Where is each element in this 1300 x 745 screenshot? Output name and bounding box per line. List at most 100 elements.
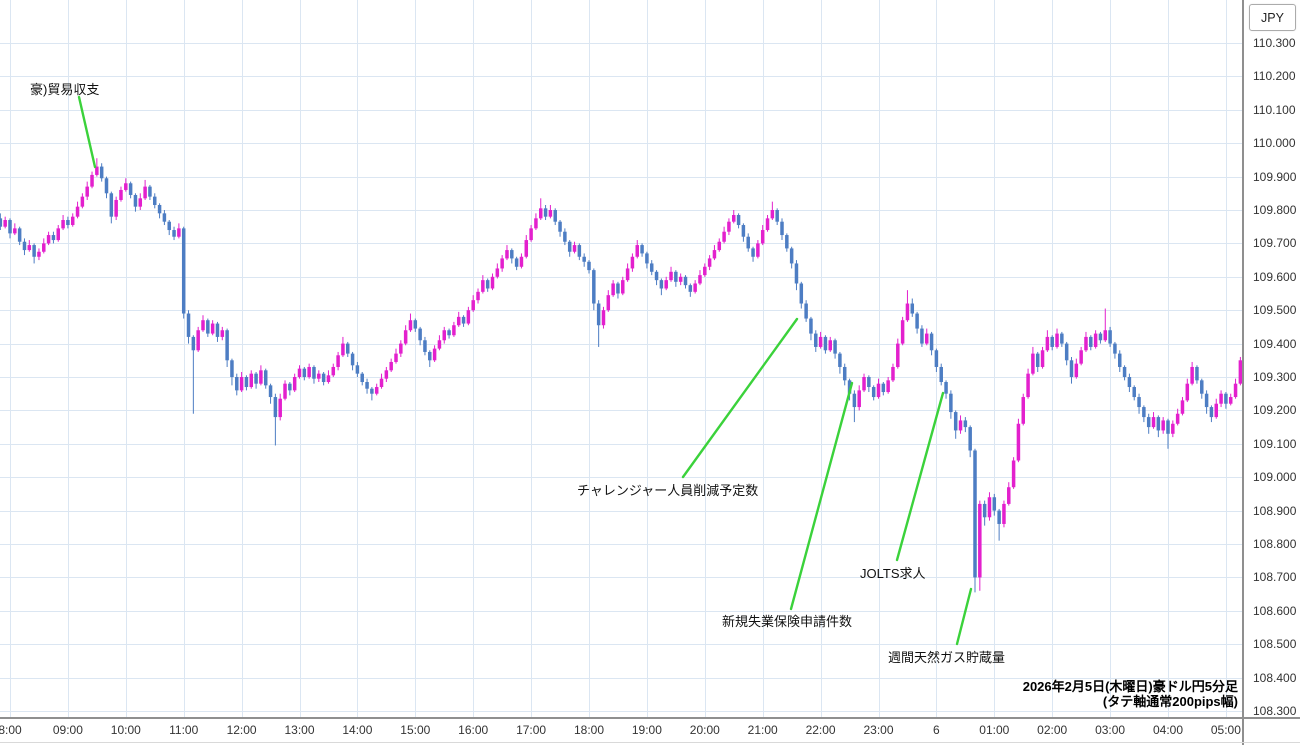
- event-annotation-label: 豪)貿易収支: [30, 82, 100, 97]
- price-tick-label: 109.100: [1253, 436, 1297, 451]
- candle: [466, 310, 471, 324]
- currency-badge[interactable]: JPY: [1249, 4, 1296, 31]
- candle: [1055, 333, 1059, 347]
- event-annotation-label: 新規失業保険申請件数: [722, 614, 853, 629]
- candle: [968, 427, 972, 451]
- candle: [1151, 417, 1156, 428]
- candle: [1185, 383, 1190, 401]
- candle: [678, 276, 683, 282]
- candle: [51, 235, 56, 241]
- candle: [1002, 503, 1006, 524]
- candle: [95, 166, 99, 175]
- candle: [37, 251, 41, 257]
- candle: [172, 230, 176, 237]
- candle: [973, 450, 977, 578]
- candle: [423, 340, 427, 352]
- candle: [703, 266, 707, 276]
- candle: [722, 231, 726, 242]
- time-tick-label: 23:00: [863, 723, 894, 737]
- candle: [201, 320, 205, 331]
- candle: [1214, 403, 1218, 418]
- annotation-pointer-line: [955, 587, 973, 646]
- candle: [847, 380, 852, 394]
- candle: [1069, 360, 1074, 377]
- candle: [1122, 366, 1127, 377]
- candle: [1228, 397, 1233, 404]
- candle: [32, 245, 36, 257]
- candle: [66, 220, 70, 226]
- candle: [394, 353, 398, 362]
- candle: [505, 250, 509, 259]
- candle: [481, 280, 485, 292]
- candle: [355, 365, 360, 374]
- candle: [235, 377, 239, 391]
- candle: [944, 382, 948, 394]
- candle: [1060, 333, 1064, 344]
- candle: [953, 412, 958, 431]
- candle: [360, 373, 364, 383]
- candle: [471, 300, 475, 311]
- time-tick-label: 17:00: [516, 723, 547, 737]
- candle: [27, 245, 32, 251]
- candle: [992, 497, 997, 511]
- candle: [818, 336, 823, 347]
- grid: [0, 0, 1242, 717]
- candle: [307, 366, 311, 377]
- candle: [794, 263, 799, 284]
- candle: [978, 503, 982, 578]
- candle: [756, 243, 760, 257]
- time-tick-label: 22:00: [805, 723, 836, 737]
- price-tick-label: 109.000: [1253, 470, 1297, 485]
- candle: [1103, 330, 1108, 341]
- candle: [283, 383, 287, 399]
- candle: [1132, 387, 1136, 398]
- candle: [99, 166, 104, 179]
- candle: [1175, 413, 1180, 424]
- candle: [476, 291, 480, 301]
- candle: [746, 236, 750, 249]
- time-tick-label: 12:00: [226, 723, 257, 737]
- candle: [780, 221, 784, 236]
- candle: [288, 383, 292, 391]
- price-tick-label: 108.600: [1253, 603, 1297, 618]
- price-tick-label: 109.700: [1253, 236, 1297, 251]
- candle: [244, 377, 249, 388]
- candle: [625, 268, 630, 281]
- price-tick-label: 110.200: [1253, 69, 1296, 84]
- candle: [3, 220, 7, 227]
- candle: [529, 228, 533, 241]
- time-tick-label: 10:00: [110, 723, 141, 737]
- candle: [432, 348, 437, 361]
- candle: [350, 353, 355, 366]
- candle: [1108, 330, 1112, 344]
- candle: [336, 355, 340, 367]
- candle: [220, 330, 225, 337]
- price-tick-label: 108.900: [1253, 503, 1297, 518]
- candle: [963, 420, 968, 428]
- candle: [804, 303, 808, 319]
- candle: [601, 310, 606, 326]
- candle: [225, 330, 229, 361]
- price-tick-label: 109.500: [1253, 303, 1297, 318]
- candle: [254, 373, 258, 384]
- candle: [495, 268, 500, 277]
- price-tick-label: 108.300: [1253, 704, 1297, 718]
- candle: [1156, 417, 1161, 431]
- candle: [326, 375, 331, 383]
- time-tick-label: 20:00: [689, 723, 720, 737]
- candle: [915, 313, 919, 329]
- candle: [563, 231, 567, 242]
- candle: [785, 235, 789, 249]
- candle: [437, 340, 442, 349]
- chart-plot-area[interactable]: 豪)貿易収支 チャレンジャー人員削減予定数 新規失業保険申請件数 JOLTS求人 週間天…: [0, 0, 1242, 718]
- candle: [842, 366, 847, 381]
- candle: [1084, 336, 1088, 351]
- price-tick-label: 110.100: [1253, 102, 1296, 117]
- candle: [278, 398, 282, 418]
- candle: [346, 343, 350, 354]
- candle: [1200, 380, 1204, 394]
- candle: [1219, 393, 1223, 404]
- caption-scale-note: (タテ軸通常200pips幅): [1102, 694, 1238, 709]
- candle: [1113, 343, 1117, 354]
- chart-caption: 2026年2月5日(木曜日)豪ドル円5分足 (タテ軸通常200pips幅): [1023, 679, 1238, 709]
